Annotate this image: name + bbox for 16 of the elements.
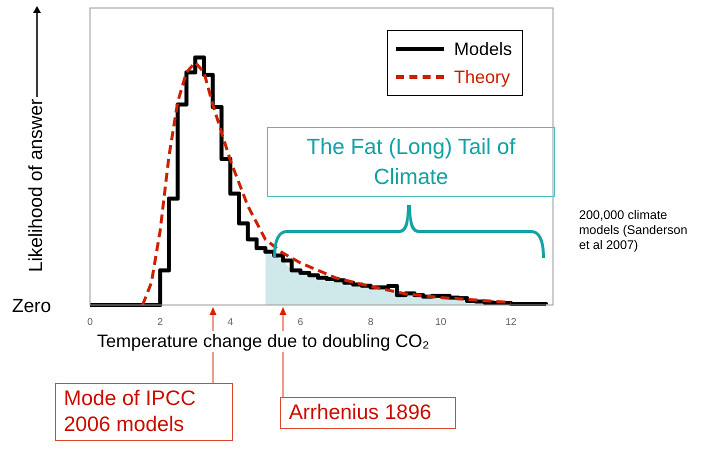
- text: 200,000 climate models (Sanderson et al 2007): [579, 208, 688, 253]
- x-tick-label: 10: [435, 316, 447, 328]
- x-tick-label: 4: [228, 316, 234, 328]
- x-tick-label: 12: [505, 316, 517, 328]
- annotation: The Fat (Long) Tail of Climate: [267, 127, 555, 197]
- text: Zero: [12, 296, 52, 318]
- x-tick-label: 6: [298, 316, 304, 328]
- x-axis-title: Temperature change due to doubling CO₂: [97, 331, 430, 352]
- legend-label: Models: [454, 38, 512, 60]
- text: Mode of IPCC 2006 models: [54, 383, 233, 441]
- y-axis-title: Likelihood of answer: [26, 98, 48, 272]
- text: Arrhenius 1896: [280, 397, 456, 429]
- legend-label: Theory: [454, 66, 510, 88]
- x-tick-label: 8: [368, 316, 374, 328]
- x-tick-label: 2: [157, 316, 164, 328]
- x-tick-label: 0: [87, 316, 94, 328]
